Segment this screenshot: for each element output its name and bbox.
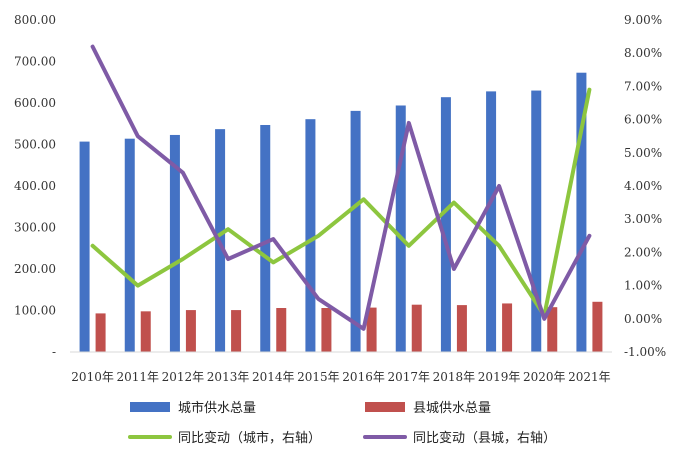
point-county-yoy-7 [362,327,366,331]
point-county-yoy-6 [316,297,320,301]
x-tick-label: 2013年 [207,370,250,384]
point-city-yoy-3 [181,257,185,261]
left-tick-label: 600.00 [14,96,56,110]
x-tick-label: 2010年 [71,370,114,384]
point-county-yoy-11 [542,317,546,321]
right-tick-label: 9.00% [624,13,662,27]
bar-city-3 [169,134,180,352]
point-city-yoy-8 [407,244,411,248]
point-city-yoy-12 [587,88,591,92]
left-tick-label: 400.00 [14,179,56,193]
point-city-yoy-4 [226,227,230,231]
bar-city-9 [440,97,451,352]
x-tick-label: 2021年 [568,370,611,384]
legend-label: 同比变动（城市，右轴） [178,430,321,446]
point-county-yoy-9 [452,267,456,271]
right-tick-label: 5.00% [624,146,662,160]
right-tick-label: -1.00% [624,345,666,359]
bar-county-8 [411,304,422,352]
point-city-yoy-10 [497,244,501,248]
line-county-yoy [90,44,592,331]
bars-layer [79,72,603,353]
legend-swatch [130,402,170,412]
bar-county-6 [321,308,332,352]
left-tick-label: 500.00 [14,138,56,152]
legend-label: 城市供水总量 [178,400,256,416]
point-county-yoy-1 [91,45,95,49]
left-tick-label: 700.00 [14,55,56,69]
point-county-yoy-12 [587,234,591,238]
x-tick-label: 2012年 [162,370,205,384]
bar-county-2 [140,311,151,352]
x-tick-label: 2014年 [252,370,295,384]
bar-city-2 [124,138,135,352]
point-county-yoy-3 [181,171,185,175]
bar-city-11 [531,90,542,353]
point-county-yoy-2 [136,134,140,138]
bar-city-10 [486,91,497,352]
x-tick-label: 2020年 [523,370,566,384]
bar-county-9 [456,305,467,352]
right-tick-label: 1.00% [624,279,662,293]
bar-county-10 [502,303,513,352]
bar-county-4 [231,310,242,352]
bar-city-12 [576,72,587,352]
point-county-yoy-5 [271,237,275,241]
bar-county-1 [95,313,106,352]
right-tick-label: 3.00% [624,212,662,226]
point-county-yoy-10 [497,184,501,188]
bar-county-11 [547,307,558,352]
right-tick-label: 2.00% [624,245,662,259]
right-tick-label: 6.00% [624,113,662,127]
left-tick-label: 200.00 [14,262,56,276]
x-tick-label: 2019年 [478,370,521,384]
left-tick-label: 800.00 [14,13,56,27]
bar-city-7 [350,110,361,352]
point-city-yoy-6 [316,234,320,238]
point-city-yoy-5 [271,260,275,264]
bar-city-1 [79,141,90,352]
x-tick-label: 2017年 [387,370,430,384]
left-tick-label: 300.00 [14,221,56,235]
right-tick-label: 7.00% [624,79,662,93]
bar-county-12 [592,301,603,352]
legend-label: 同比变动（县城，右轴） [413,430,556,446]
bar-city-8 [395,105,406,353]
legend-label: 县城供水总量 [413,401,491,416]
x-tick-label: 2011年 [116,370,159,384]
point-city-yoy-9 [452,201,456,205]
bar-city-6 [305,119,316,352]
bar-county-7 [366,307,377,352]
axes-layer: - 100.00 200.00 300.00 400.00 500.00 600.00 700… [14,13,666,384]
point-county-yoy-4 [226,257,230,261]
right-tick-label: 0.00% [624,312,662,326]
legend-swatch [365,402,405,412]
x-tick-label: 2018年 [433,370,476,384]
point-city-yoy-1 [91,244,95,248]
point-city-yoy-7 [362,197,366,201]
point-city-yoy-2 [136,284,140,288]
x-tick-label: 2015年 [297,370,340,384]
left-tick-label: - [52,345,56,359]
lines-layer [90,44,592,331]
line-city-yoy [90,87,592,318]
bar-city-5 [260,124,271,353]
left-tick-label: 100.00 [14,304,56,318]
x-tick-label: 2016年 [342,370,385,384]
bar-county-3 [185,310,196,352]
bar-county-5 [276,308,287,352]
right-tick-label: 4.00% [624,179,662,193]
right-tick-label: 8.00% [624,46,662,60]
point-county-yoy-8 [407,121,411,125]
